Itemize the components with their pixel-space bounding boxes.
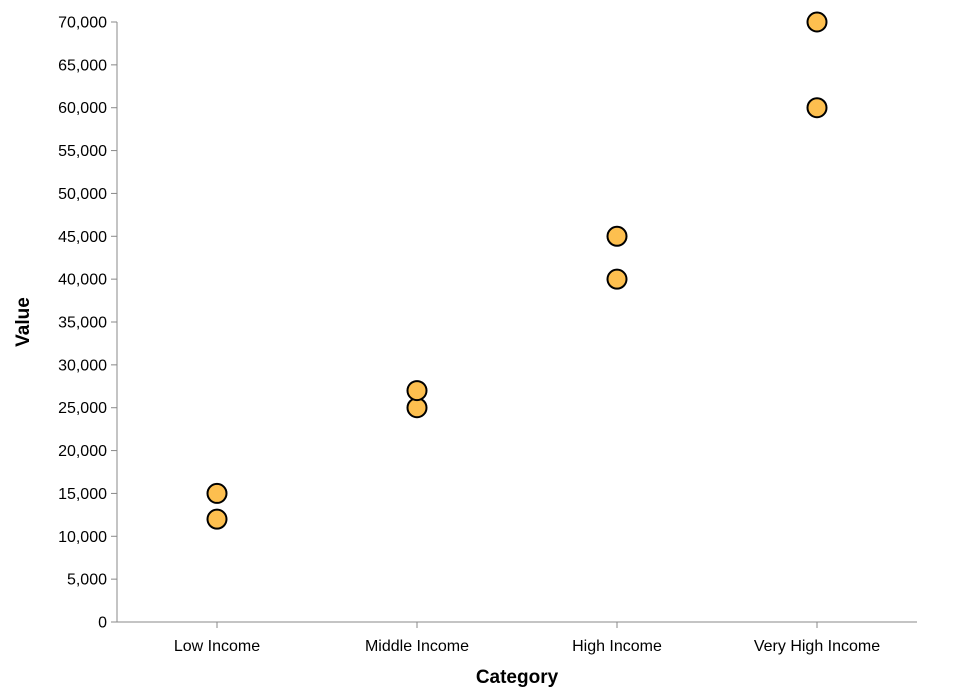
y-tick-label: 15,000 — [58, 486, 107, 503]
data-point — [206, 508, 228, 530]
x-tick-label: Low Income — [174, 638, 260, 655]
data-point — [606, 268, 628, 290]
data-point — [806, 97, 828, 119]
y-tick-label: 55,000 — [58, 143, 107, 160]
y-tick-label: 45,000 — [58, 229, 107, 246]
x-tick-label: Very High Income — [754, 638, 880, 655]
x-axis-title: Category — [476, 667, 559, 688]
y-tick-label: 5,000 — [67, 572, 107, 589]
x-tick-label: Middle Income — [365, 638, 469, 655]
data-point — [606, 225, 628, 247]
y-tick-label: 35,000 — [58, 315, 107, 332]
y-tick-label: 70,000 — [58, 15, 107, 32]
data-point — [206, 482, 228, 504]
y-tick-label: 30,000 — [58, 357, 107, 374]
data-point — [806, 11, 828, 33]
y-tick-label: 60,000 — [58, 100, 107, 117]
x-tick-label: High Income — [572, 638, 662, 655]
y-axis-title: Value — [13, 297, 34, 347]
data-points — [206, 11, 828, 530]
x-axis: Low Income Middle Income High Income Very H… — [117, 621, 917, 655]
y-tick-label: 10,000 — [58, 529, 107, 546]
y-tick-label: 50,000 — [58, 186, 107, 203]
y-axis: 0 5,000 10,000 15,000 20,000 25,000 30,000 35,0… — [58, 15, 118, 632]
y-tick-label: 0 — [98, 615, 107, 632]
y-tick-label: 40,000 — [58, 272, 107, 289]
data-point — [406, 380, 428, 402]
y-tick-label: 25,000 — [58, 400, 107, 417]
y-tick-label: 20,000 — [58, 443, 107, 460]
y-tick-label: 65,000 — [58, 57, 107, 74]
